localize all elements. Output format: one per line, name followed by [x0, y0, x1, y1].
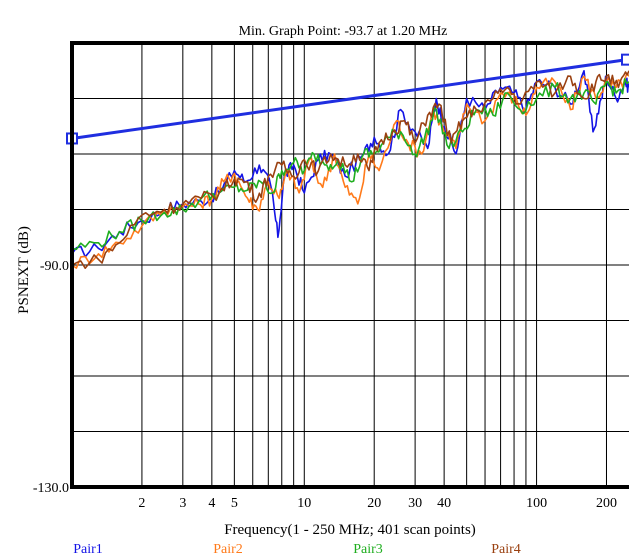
series-line-pair2: [71, 72, 629, 269]
series-line-pair3: [71, 78, 629, 251]
x-tick-label: 10: [297, 496, 311, 511]
legend-item-pair2: Pair2: [213, 542, 243, 557]
y-tick-label: -90.0: [40, 259, 69, 274]
legend: Pair1 Pair2 Pair3 Pair4: [73, 542, 521, 557]
series-layer: [71, 70, 629, 270]
legend-item-pair4: Pair4: [491, 542, 521, 557]
limit-line-marker: [621, 53, 629, 66]
y-axis-label: PSNEXT (dB): [16, 226, 32, 314]
series-line-pair4: [71, 70, 629, 270]
y-tick-label: -130.0: [33, 481, 69, 496]
x-tick-label: 40: [437, 496, 451, 511]
plot-frame: [70, 41, 629, 489]
x-tick-label: 30: [408, 496, 422, 511]
limit-line-layer: [66, 53, 629, 145]
legend-item-pair3: Pair3: [353, 542, 383, 557]
tick-labels: -90.0 -130.0 2 3 4 5 10 20 30 40 100 200: [33, 259, 617, 511]
legend-item-pair1: Pair1: [73, 542, 103, 557]
x-tick-label: 2: [138, 496, 145, 511]
chart-title: Min. Graph Point: -93.7 at 1.20 MHz: [239, 24, 448, 39]
limit-line: [71, 58, 628, 140]
x-tick-label: 5: [231, 496, 238, 511]
x-tick-label: 4: [208, 496, 215, 511]
x-tick-label: 20: [367, 496, 381, 511]
grid: [72, 43, 629, 487]
x-tick-label: 3: [179, 496, 186, 511]
x-tick-label: 200: [596, 496, 617, 511]
x-axis-label: Frequency(1 - 250 MHz; 401 scan points): [224, 522, 476, 538]
x-tick-label: 100: [526, 496, 547, 511]
